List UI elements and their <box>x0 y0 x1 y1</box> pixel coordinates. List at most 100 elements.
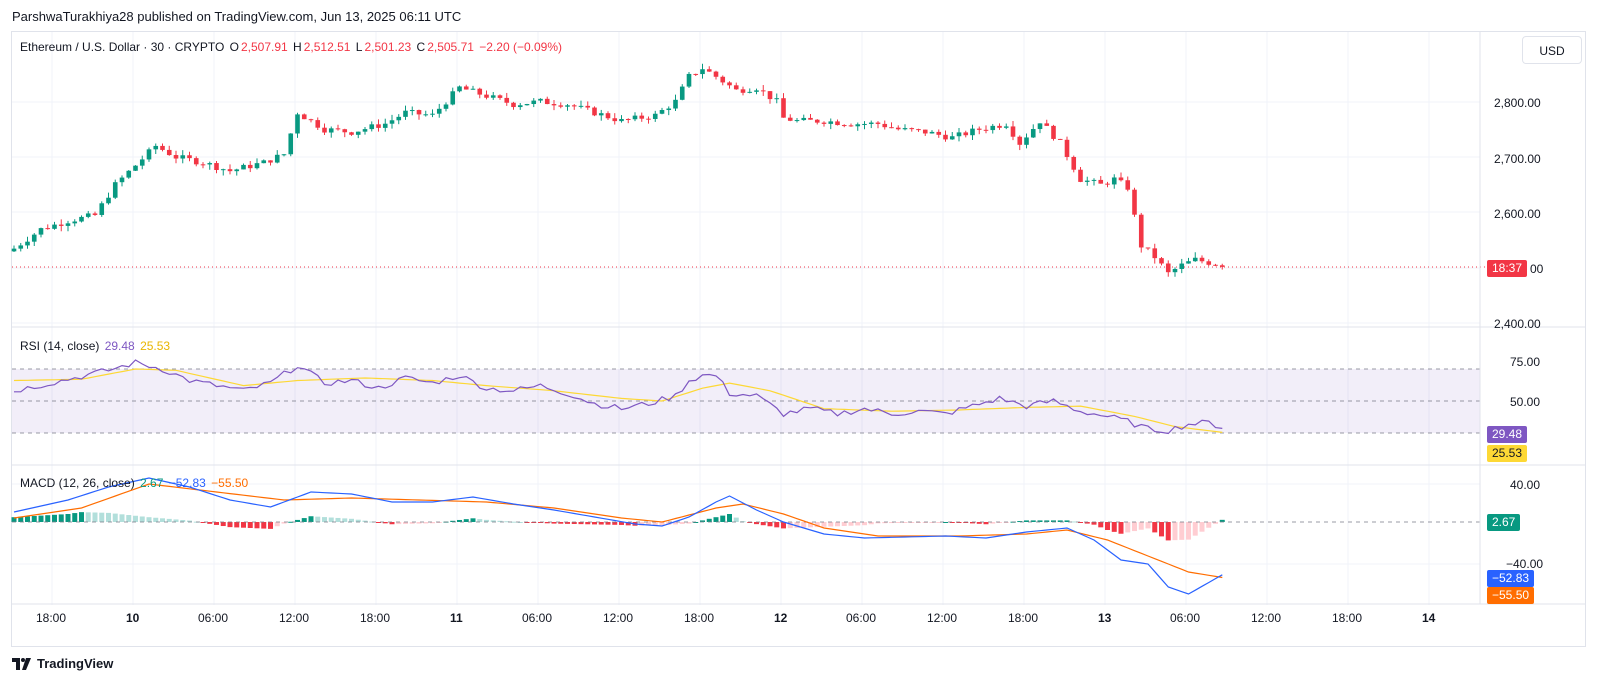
time-axis-label: 10 <box>126 611 140 625</box>
candle-body <box>416 110 422 115</box>
candle-body <box>781 98 786 118</box>
rsi-level-label: 50.00 <box>1510 395 1541 409</box>
macd-hist-badge: 2.67 <box>1487 514 1521 531</box>
macd-histogram-bar <box>1179 522 1185 540</box>
time-axis-label: 18:00 <box>1008 611 1039 625</box>
macd-histogram-bar <box>160 518 165 522</box>
macd-histogram-bar <box>598 522 604 525</box>
candle-body <box>592 107 597 116</box>
macd-histogram-bar <box>247 522 253 528</box>
macd-histogram-bar <box>106 512 111 522</box>
macd-histogram-bar <box>1186 522 1191 540</box>
macd-histogram-bar <box>733 517 739 522</box>
macd-histogram-bar <box>1118 522 1124 534</box>
candle-body <box>666 108 672 111</box>
macd-histogram-bar <box>166 518 172 522</box>
macd-histogram-bar <box>727 514 732 522</box>
time-axis-label: 18:00 <box>36 611 67 625</box>
candle-body <box>247 164 253 169</box>
candle-body <box>625 118 631 120</box>
candle-body <box>1111 177 1117 185</box>
candle-body <box>828 121 834 124</box>
macd-legend[interactable]: MACD (12, 26, close) 2.67 −52.83 −55.50 <box>20 476 250 490</box>
macd-histogram-bar <box>139 516 145 522</box>
macd-histogram-bar <box>18 516 24 522</box>
macd-histogram-bar <box>531 522 537 523</box>
candle-body <box>1152 248 1158 259</box>
macd-histogram-bar <box>571 522 577 524</box>
candle-body <box>457 86 462 92</box>
candle-body <box>79 216 84 222</box>
symbol-legend[interactable]: Ethereum / U.S. Dollar · 30 · CRYPTO O 2,… <box>20 40 564 54</box>
macd-histogram-bar <box>841 522 847 526</box>
candle-body <box>997 125 1002 128</box>
candle-body <box>376 124 381 128</box>
candle-body <box>403 110 408 117</box>
macd-histogram-bar <box>936 522 942 523</box>
rsi-ma-badge: 25.53 <box>1487 445 1528 462</box>
macd-histogram-bar <box>963 522 969 523</box>
change-value: −2.20 (−0.09%) <box>479 40 562 54</box>
candle-body <box>679 86 685 100</box>
high-value: 2,512.51 <box>303 40 351 54</box>
candle-body <box>389 120 395 124</box>
currency-button[interactable]: USD <box>1522 36 1582 64</box>
time-axis-label: 12 <box>774 611 788 625</box>
candle-body <box>524 104 530 106</box>
candle-body <box>713 71 719 77</box>
macd-histogram-bar <box>1111 522 1117 532</box>
macd-histogram-bar <box>787 522 793 529</box>
macd-histogram-bar <box>592 522 597 525</box>
candle-body <box>1125 180 1131 190</box>
macd-title: MACD (12, 26, close) <box>20 476 135 490</box>
macd-histogram-bar <box>760 522 766 526</box>
candle-body <box>517 105 523 108</box>
macd-histogram-bar <box>214 522 219 525</box>
macd-histogram-bar <box>308 516 314 522</box>
chart-frame[interactable] <box>11 31 1586 647</box>
macd-histogram-bar <box>1078 522 1083 523</box>
macd-line-badge: −52.83 <box>1487 570 1535 587</box>
candle-body <box>99 203 105 215</box>
macd-histogram-bar <box>517 522 523 523</box>
macd-histogram-bar <box>335 517 341 522</box>
candle-body <box>38 228 44 235</box>
time-axis-label: 06:00 <box>846 611 877 625</box>
candle-body <box>430 113 435 115</box>
candle-body <box>943 134 948 140</box>
macd-histogram-bar <box>295 519 300 522</box>
candle-body <box>895 127 901 130</box>
candle-body <box>578 105 584 107</box>
rsi-legend[interactable]: RSI (14, close) 29.48 25.53 <box>20 339 172 353</box>
candle-body <box>18 245 24 249</box>
macd-histogram-bar <box>990 522 996 524</box>
macd-histogram-bar <box>470 518 476 522</box>
rsi-title: RSI (14, close) <box>20 339 100 353</box>
candle-body <box>612 118 618 122</box>
macd-signal-value: −55.50 <box>211 476 249 490</box>
macd-histogram-bar <box>1213 522 1218 524</box>
macd-histogram-bar <box>565 522 570 524</box>
candle-body <box>1192 257 1198 262</box>
footer-brand[interactable]: TradingView <box>12 656 113 671</box>
candle-body <box>349 132 354 135</box>
macd-histogram-bar <box>1219 519 1225 522</box>
macd-histogram-bar <box>119 514 125 522</box>
high-label: H <box>293 40 302 54</box>
rsi-line <box>14 359 1223 435</box>
candle-body <box>281 154 287 156</box>
macd-histogram-bar <box>1159 522 1164 537</box>
macd-histogram-bar <box>342 518 348 522</box>
candle-body <box>889 127 894 129</box>
macd-histogram-bar <box>355 519 361 522</box>
macd-histogram-bar <box>268 522 273 529</box>
candle-body <box>558 105 564 107</box>
candle-body <box>875 122 881 124</box>
macd-histogram-bar <box>1132 522 1137 532</box>
macd-histogram-bar <box>679 522 685 524</box>
candle-body <box>1118 177 1124 181</box>
macd-histogram-bar <box>922 522 928 523</box>
candle-body <box>835 121 840 126</box>
macd-histogram-bar <box>693 522 699 523</box>
